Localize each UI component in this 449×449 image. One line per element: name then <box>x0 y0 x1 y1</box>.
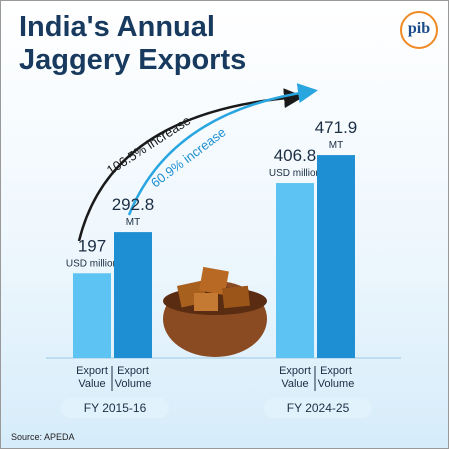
series-label: Export Value <box>76 365 108 390</box>
value-label: 471.9 <box>315 118 358 137</box>
chart-title: India's Annual Jaggery Exports <box>19 11 247 76</box>
bowl-illustration <box>163 266 267 357</box>
unit-label: MT <box>126 217 140 228</box>
logo: pib <box>400 11 438 49</box>
bar <box>114 232 152 358</box>
value-label: 292.8 <box>112 195 155 214</box>
source: Source: APEDA <box>11 432 75 442</box>
arrow <box>127 83 318 216</box>
unit-label: USD million <box>66 258 118 269</box>
bar <box>317 155 355 358</box>
series-label: Export Volume <box>317 365 355 390</box>
series-label: Export Volume <box>114 365 152 390</box>
category-label: FY 2015-16 <box>61 398 169 418</box>
value-label: 406.8 <box>274 146 317 165</box>
series-label: Export Value <box>279 365 311 390</box>
value-label: 197 <box>78 236 106 255</box>
bar <box>276 183 314 358</box>
unit-label: MT <box>329 140 343 151</box>
bar <box>73 273 111 358</box>
arrow <box>77 88 304 242</box>
category-label: FY 2024-25 <box>264 398 372 418</box>
unit-label: USD million <box>269 168 321 179</box>
